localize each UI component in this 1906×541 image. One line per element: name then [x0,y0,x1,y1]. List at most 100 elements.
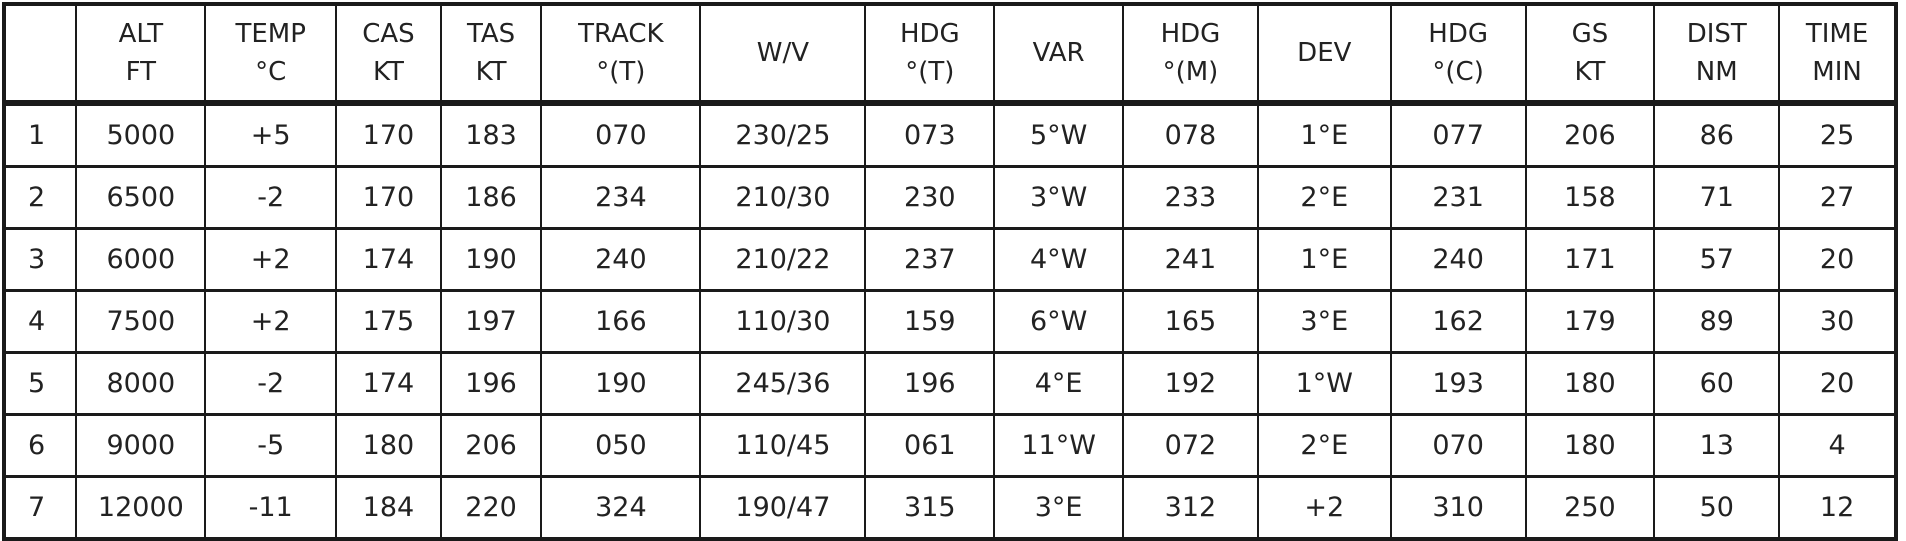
cell-time-min: 12 [1778,475,1897,541]
column-header-line-1: CAS [362,19,415,49]
cell-track-true: 070 [540,102,702,168]
column-header-wind-velocity: W/V [699,3,867,106]
cell-gs-kt: 179 [1524,289,1656,354]
cell-gs-kt: 250 [1524,475,1656,541]
cell-leg: 7 [2,475,78,541]
cell-wind-velocity: 245/36 [699,351,867,416]
cell-track-true: 166 [540,289,702,354]
cell-cas-kt: 174 [335,227,442,292]
column-header-line-2: KT [372,57,404,87]
column-header-line-2: MIN [1812,57,1862,87]
table-row: 1 5000 +5 170 183 070 230/25 073 5°W 078 1°E 077 206… [2,102,1897,168]
column-header-line-1: HDG [1428,19,1488,49]
cell-tas-kt: 196 [439,351,543,416]
cell-hdg-true: 230 [864,165,996,230]
cell-alt-ft: 8000 [75,351,207,416]
cell-variation: 5°W [993,102,1125,168]
column-header-line-2: KT [1574,57,1606,87]
cell-temp-c: +2 [204,289,338,354]
cell-temp-c: -5 [204,413,338,478]
cell-track-true: 240 [540,227,702,292]
cell-time-min: 20 [1778,351,1897,416]
cell-temp-c: -11 [204,475,338,541]
column-header-line-1: HDG [899,19,960,49]
cell-variation: 4°E [993,351,1125,416]
cell-tas-kt: 197 [439,289,543,354]
column-header-hdg-true: HDG °(T) [864,3,996,106]
header-row: ALT FT TEMP °C CAS KT TAS KT TRACK °(T) W/V HDG °(T)… [2,3,1897,106]
column-header-deviation: DEV [1256,3,1392,106]
column-header-hdg-compass: HDG °(C) [1389,3,1527,106]
cell-deviation: 1°W [1256,351,1392,416]
cell-deviation: 3°E [1256,289,1392,354]
cell-tas-kt: 183 [439,102,543,168]
cell-hdg-true: 073 [864,102,996,168]
column-header-tas-kt: TAS KT [439,3,543,106]
cell-cas-kt: 175 [335,289,442,354]
cell-hdg-compass: 240 [1389,227,1527,292]
cell-variation: 11°W [993,413,1125,478]
cell-dist-nm: 71 [1653,165,1781,230]
column-header-hdg-magnetic: HDG °(M) [1122,3,1259,106]
cell-cas-kt: 184 [335,475,442,541]
cell-leg: 2 [2,165,78,230]
column-header-track-true: TRACK °(T) [540,3,702,106]
column-header-line-1: DEV [1297,38,1352,68]
cell-wind-velocity: 210/30 [699,165,867,230]
cell-variation: 3°W [993,165,1125,230]
table-header: ALT FT TEMP °C CAS KT TAS KT TRACK °(T) W/V HDG °(T)… [2,3,1897,106]
cell-hdg-compass: 231 [1389,165,1527,230]
cell-time-min: 27 [1778,165,1897,230]
cell-temp-c: -2 [204,351,338,416]
cell-temp-c: +5 [204,102,338,168]
cell-track-true: 050 [540,413,702,478]
cell-track-true: 234 [540,165,702,230]
cell-wind-velocity: 190/47 [699,475,867,541]
cell-deviation: 1°E [1256,102,1392,168]
cell-deviation: +2 [1256,475,1392,541]
column-header-line-1: W/V [756,38,810,68]
column-header-line-2: °(T) [905,57,955,87]
cell-wind-velocity: 110/45 [699,413,867,478]
cell-gs-kt: 206 [1524,102,1656,168]
column-header-dist-nm: DIST NM [1653,3,1781,106]
table-row: 5 8000 -2 174 196 190 245/36 196 4°E 192 1°W 193 180… [2,351,1897,416]
cell-hdg-magnetic: 192 [1122,351,1259,416]
column-header-time-min: TIME MIN [1778,3,1897,106]
cell-gs-kt: 180 [1524,351,1656,416]
column-header-line-2: KT [475,57,507,87]
column-header-alt-ft: ALT FT [75,3,207,106]
cell-leg: 1 [2,102,78,168]
cell-hdg-magnetic: 312 [1122,475,1259,541]
cell-dist-nm: 13 [1653,413,1781,478]
column-header-temp-c: TEMP °C [204,3,338,106]
cell-hdg-compass: 162 [1389,289,1527,354]
cell-wind-velocity: 110/30 [699,289,867,354]
cell-hdg-magnetic: 241 [1122,227,1259,292]
cell-wind-velocity: 210/22 [699,227,867,292]
cell-track-true: 324 [540,475,702,541]
table-body: 1 5000 +5 170 183 070 230/25 073 5°W 078 1°E 077 206… [2,102,1897,541]
cell-dist-nm: 60 [1653,351,1781,416]
cell-hdg-magnetic: 078 [1122,102,1259,168]
column-header-line-1: TAS [466,19,516,49]
cell-hdg-true: 061 [864,413,996,478]
cell-track-true: 190 [540,351,702,416]
cell-cas-kt: 170 [335,165,442,230]
cell-alt-ft: 5000 [75,102,207,168]
cell-leg: 5 [2,351,78,416]
column-header-gs-kt: GS KT [1524,3,1656,106]
cell-hdg-true: 237 [864,227,996,292]
cell-dist-nm: 89 [1653,289,1781,354]
cell-leg: 4 [2,289,78,354]
cell-time-min: 20 [1778,227,1897,292]
cell-gs-kt: 171 [1524,227,1656,292]
cell-alt-ft: 12000 [75,475,207,541]
cell-temp-c: -2 [204,165,338,230]
column-header-line-2: °(T) [596,57,646,87]
column-header-line-1: TEMP [235,19,306,49]
cell-tas-kt: 186 [439,165,543,230]
cell-dist-nm: 50 [1653,475,1781,541]
cell-gs-kt: 158 [1524,165,1656,230]
cell-alt-ft: 7500 [75,289,207,354]
